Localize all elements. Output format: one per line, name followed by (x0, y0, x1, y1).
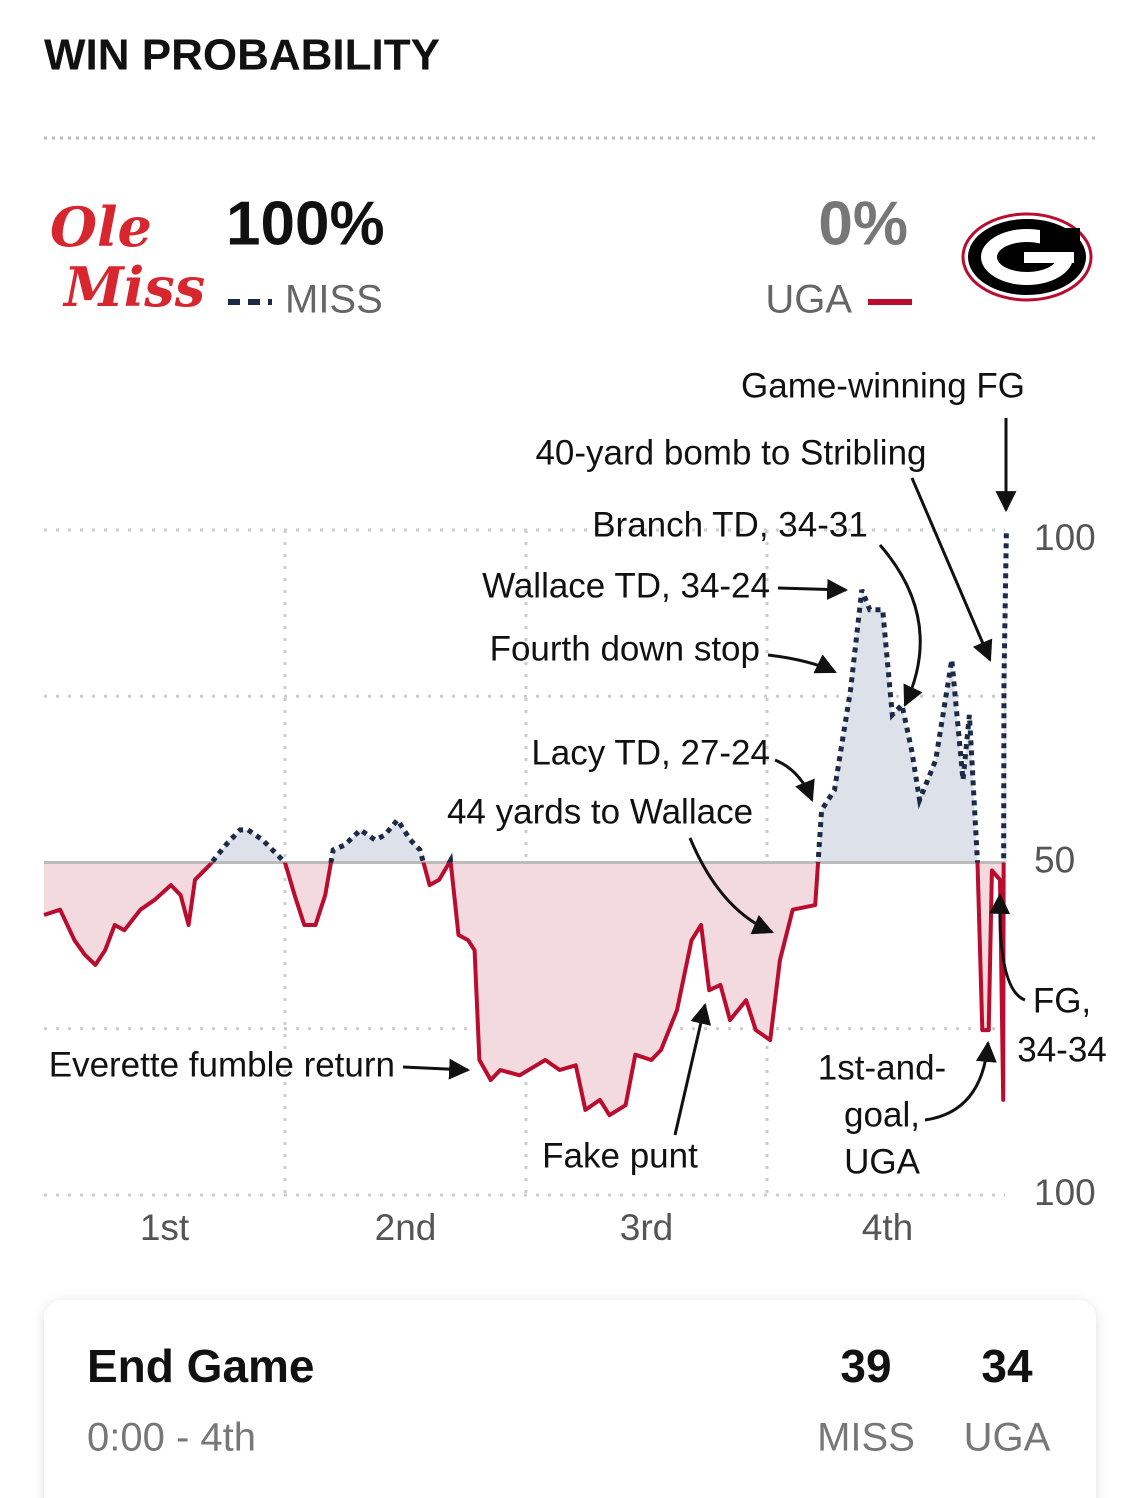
team-probability: 100% (226, 189, 385, 258)
annotation-text: Lacy TD, 27-24 (531, 733, 770, 772)
game-status: End Game (87, 1340, 315, 1392)
annotation-text: Game-winning FG (741, 366, 1025, 405)
annotation-arrow (688, 837, 774, 935)
y-tick-label: 100 (1034, 1172, 1096, 1213)
annotation-text: FG, (1033, 981, 1091, 1020)
annotation: 40-yard bomb to Stribling (535, 433, 993, 662)
annotation: 44 yards to Wallace (447, 792, 774, 935)
annotation-arrow (910, 477, 993, 662)
annotation-arrow (774, 758, 815, 802)
annotation: Everette fumble return (49, 1045, 471, 1084)
title: WIN PROBABILITY (44, 31, 440, 80)
x-tick-label: 4th (862, 1207, 913, 1248)
annotation-text: Fourth down stop (490, 629, 760, 668)
game-clock: 0:00 - 4th (87, 1416, 256, 1460)
legend-label: UGA (765, 278, 852, 322)
legend-label: MISS (285, 278, 383, 322)
annotation: Lacy TD, 27-24 (531, 733, 815, 802)
annotation-arrow (878, 544, 923, 707)
annotation: Game-winning FG (741, 366, 1025, 513)
annotation-text: 44 yards to Wallace (447, 792, 753, 831)
y-tick-label: 100 (1034, 517, 1096, 558)
annotation: Fake punt (542, 1002, 711, 1175)
score: 39 (840, 1340, 891, 1392)
annotation-text: 1st-and- (818, 1048, 946, 1087)
annotation-text: Wallace TD, 34-24 (482, 566, 770, 605)
annotation: FG, 34-34 (989, 892, 1107, 1069)
logo-line: Miss (62, 255, 205, 319)
annotation-text: Branch TD, 34-31 (592, 505, 868, 544)
annotation-text: 34-34 (1017, 1030, 1107, 1069)
x-tick-label: 3rd (620, 1207, 673, 1248)
annotation: Fourth down stop (490, 629, 837, 674)
annotation: Branch TD, 34-31 (592, 505, 923, 707)
annotation-arrow (777, 578, 849, 600)
annotation-arrow (924, 1040, 997, 1122)
annotation: Wallace TD, 34-24 (482, 566, 849, 605)
area-above (44, 530, 1007, 863)
team-probability: 0% (818, 189, 908, 258)
y-tick-label: 50 (1034, 839, 1075, 880)
annotation-arrow (767, 653, 837, 674)
annotation-text: Fake punt (542, 1136, 698, 1175)
x-tick-label: 2nd (375, 1207, 437, 1248)
score-team: UGA (964, 1416, 1051, 1460)
annotation: 1st-and-goal, UGA (818, 1040, 997, 1181)
scoreboard-card: End Game 0:00 - 4th 39 MISS 34 UGA (44, 1300, 1096, 1498)
score-team: MISS (817, 1416, 915, 1460)
logo-line: Ole (50, 195, 152, 259)
annotation-text: UGA (844, 1142, 921, 1181)
annotation-text: 40-yard bomb to Stribling (535, 433, 926, 472)
annotation-text: Everette fumble return (49, 1045, 395, 1084)
annotation-arrow (673, 1002, 711, 1136)
line-above (208, 529, 1009, 863)
georgia-logo (961, 212, 1093, 302)
annotation-arrow (989, 892, 1026, 1002)
ole-miss-logo: Ole Miss (50, 195, 205, 319)
score: 34 (981, 1340, 1033, 1392)
annotation-arrow (402, 1058, 471, 1080)
x-tick-label: 1st (140, 1207, 190, 1248)
annotation-text: goal, (844, 1095, 920, 1134)
line-below (43, 862, 1006, 1118)
